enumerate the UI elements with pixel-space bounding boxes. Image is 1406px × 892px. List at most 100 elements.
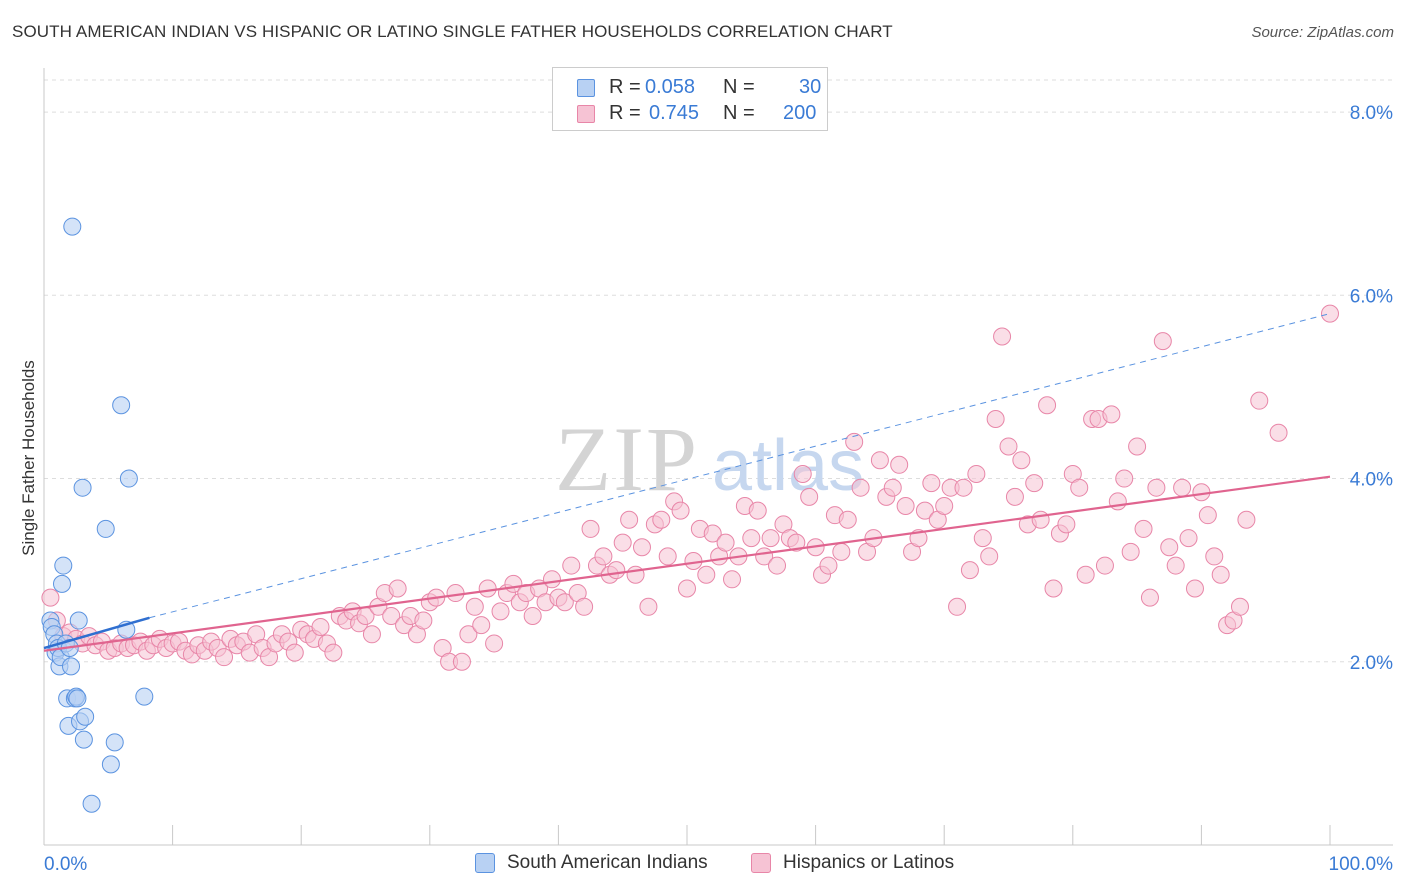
hispanics-point: [883, 478, 902, 497]
blue-trend-extension: [149, 313, 1331, 619]
r-label: R =: [609, 102, 641, 124]
hispanics-point: [697, 565, 716, 584]
hispanics-point: [870, 451, 889, 470]
hispanics-point: [1205, 547, 1224, 566]
hispanics-point: [1012, 451, 1031, 470]
hispanics-point: [793, 464, 812, 483]
hispanics-point: [890, 455, 909, 474]
hispanics-point: [935, 497, 954, 516]
hispanics-point: [555, 593, 574, 612]
source-label: Source: ZipAtlas.com: [1251, 24, 1394, 41]
hispanics-point: [613, 533, 632, 552]
hispanics-point: [1057, 515, 1076, 534]
watermark-atlas: atlas: [712, 426, 864, 506]
y-tick-label-4: 4.0%: [1350, 470, 1393, 491]
hispanics-point: [922, 474, 941, 493]
south-american-indians-point: [135, 687, 154, 706]
r-label: R =: [609, 76, 641, 98]
hispanics-point: [1179, 529, 1198, 548]
south-american-indians-point: [96, 519, 115, 538]
hispanics-point: [1160, 538, 1179, 557]
hispanics-point: [1076, 565, 1095, 584]
hispanics-point: [485, 634, 504, 653]
hispanics-point: [716, 533, 735, 552]
hispanics-point: [607, 561, 626, 580]
n-value: 200: [783, 102, 817, 124]
y-tick-label-6: 6.0%: [1350, 286, 1393, 307]
hispanics-point: [915, 501, 934, 520]
x-tick-label-min: 0.0%: [44, 854, 87, 875]
hispanics-point: [838, 510, 857, 529]
legend-label: Hispanics or Latinos: [783, 852, 955, 873]
axes: [43, 68, 1393, 846]
hispanics-point: [1128, 437, 1147, 456]
n-label: N =: [723, 76, 755, 98]
hispanics-point: [1269, 423, 1288, 442]
south-american-indians-points: [41, 217, 154, 813]
y-axis-label: Single Father Households: [19, 360, 38, 556]
hispanics-point: [1166, 556, 1185, 575]
hispanics-point: [1108, 492, 1127, 511]
y-tick-labels: 2.0% 4.0% 6.0% 8.0%: [1350, 103, 1393, 674]
hispanics-point: [1185, 579, 1204, 598]
hispanics-point: [973, 529, 992, 548]
hispanics-point: [896, 497, 915, 516]
hispanics-point: [723, 570, 742, 589]
chart-title: SOUTH AMERICAN INDIAN VS HISPANIC OR LAT…: [12, 22, 893, 41]
correlation-legend: R = 0.058 N = 30 R = 0.745 N = 200: [552, 67, 828, 131]
hispanics-point: [703, 524, 722, 543]
south-american-indians-point: [62, 657, 81, 676]
hispanics-point: [1173, 478, 1192, 497]
hispanics-point: [999, 437, 1018, 456]
hispanics-point: [768, 556, 787, 575]
hispanics-point: [1147, 478, 1166, 497]
hispanics-point: [845, 432, 864, 451]
pink-swatch: [751, 853, 771, 873]
hispanics-point: [658, 547, 677, 566]
south-american-indians-point: [119, 469, 138, 488]
hispanics-point: [1038, 396, 1057, 415]
hispanics-point: [459, 625, 478, 644]
hispanics-point: [311, 617, 330, 636]
y-tick-label-8: 8.0%: [1350, 103, 1393, 124]
south-american-indians-point: [105, 733, 124, 752]
y-tick-label-2: 2.0%: [1350, 653, 1393, 674]
hispanics-point: [632, 538, 651, 557]
hispanics-point: [980, 547, 999, 566]
hispanics-point: [1121, 542, 1140, 561]
hispanics-point: [388, 579, 407, 598]
hispanics-point: [414, 611, 433, 630]
hispanics-point: [652, 510, 671, 529]
south-american-indians-point: [74, 730, 93, 749]
hispanics-point: [800, 487, 819, 506]
south-american-indians-point: [54, 556, 73, 575]
blue-trend-line: [43, 616, 150, 650]
hispanics-point: [41, 588, 60, 607]
south-american-indians-point: [69, 611, 88, 630]
hispanics-point: [626, 565, 645, 584]
r-value: 0.745: [649, 102, 700, 124]
hispanics-point: [1115, 469, 1134, 488]
hispanics-point: [832, 542, 851, 561]
hispanics-point: [986, 409, 1005, 428]
hispanics-point: [1005, 487, 1024, 506]
hispanics-point: [748, 501, 767, 520]
hispanics-point: [1134, 519, 1153, 538]
hispanics-point: [562, 556, 581, 575]
hispanics-point: [1102, 405, 1121, 424]
hispanics-point: [215, 648, 234, 667]
r-value: 0.058: [645, 76, 696, 98]
hispanics-point: [523, 606, 542, 625]
n-label: N =: [723, 102, 755, 124]
hispanics-point: [1211, 565, 1230, 584]
hispanics-point: [787, 533, 806, 552]
hispanics-point: [1044, 579, 1063, 598]
south-american-indians-point: [73, 478, 92, 497]
x-tick-label-max: 100.0%: [1329, 854, 1394, 875]
hispanics-point: [678, 579, 696, 598]
south-american-indians-point: [63, 217, 82, 236]
n-value: 30: [799, 76, 822, 98]
hispanics-point: [967, 464, 986, 483]
hispanics-point: [472, 616, 491, 635]
